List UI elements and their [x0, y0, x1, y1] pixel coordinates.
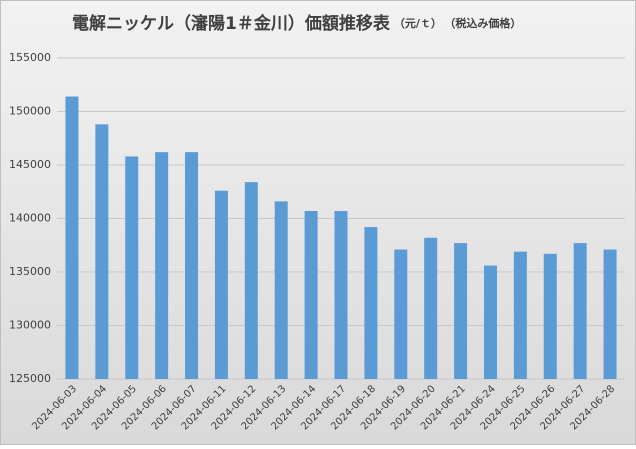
bar	[185, 152, 199, 379]
y-tick-label: 130000	[9, 319, 51, 332]
y-tick-label: 145000	[9, 158, 51, 171]
bar	[274, 201, 288, 379]
bar	[125, 156, 139, 379]
bar	[394, 249, 408, 379]
chart-title: 電解ニッケル（瀋陽1＃金川）価額推移表 （元/ｔ） （税込み価格）	[72, 13, 521, 34]
bar	[543, 253, 557, 379]
note: （税込み価格）	[450, 16, 522, 30]
bar	[454, 243, 468, 379]
bar	[155, 152, 169, 379]
y-tick-label: 150000	[9, 105, 51, 118]
bar	[573, 243, 587, 379]
bar	[304, 211, 318, 379]
unit: （元/ｔ）	[394, 17, 442, 30]
bar	[95, 124, 109, 379]
title: 電解ニッケル（瀋陽1＃金川）価額推移表	[72, 13, 391, 34]
y-tick-label: 135000	[9, 265, 51, 278]
bar	[424, 237, 438, 379]
bar	[244, 182, 258, 379]
bar	[214, 190, 228, 379]
bar	[65, 96, 79, 380]
bar	[334, 211, 348, 379]
bar	[603, 249, 617, 379]
y-tick-label: 125000	[9, 372, 51, 385]
bar	[513, 251, 527, 379]
y-tick-label: 140000	[9, 212, 51, 225]
y-tick-label: 155000	[9, 51, 51, 64]
bar	[483, 265, 497, 379]
bar	[364, 227, 378, 379]
